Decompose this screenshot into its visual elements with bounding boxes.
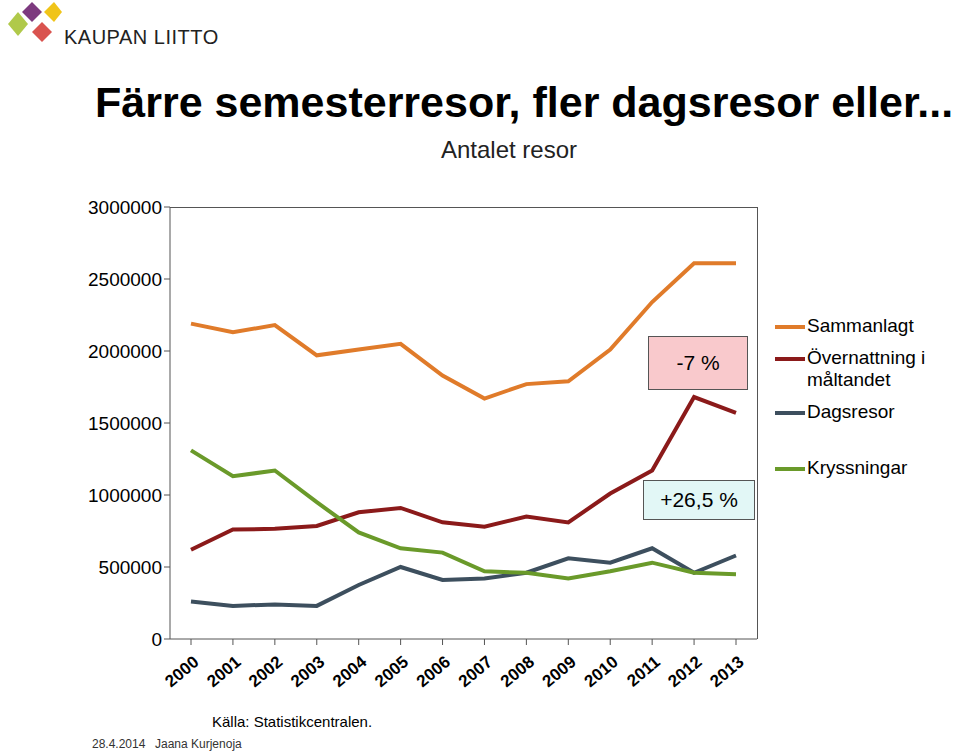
- svg-text:2009: 2009: [539, 652, 580, 691]
- html-text:Antalet resor: Antalet resor: [441, 136, 577, 163]
- html-text:Källa: Statistikcentralen.: Källa: Statistikcentralen.: [212, 713, 373, 730]
- svg-text:0: 0: [151, 629, 162, 650]
- svg-text:2000: 2000: [161, 652, 202, 691]
- svg-text:3000000: 3000000: [88, 197, 162, 218]
- html-text:-7 %: -7 %: [676, 351, 720, 374]
- svg-text:2001: 2001: [203, 652, 244, 691]
- svg-text:2006: 2006: [413, 652, 454, 691]
- svg-text:2005: 2005: [371, 652, 412, 691]
- svg-text:500000: 500000: [99, 557, 162, 578]
- svg-text:2008: 2008: [497, 652, 538, 691]
- svg-text:1500000: 1500000: [88, 413, 162, 434]
- svg-text:2011: 2011: [623, 652, 663, 690]
- svg-text:2500000: 2500000: [88, 269, 162, 290]
- svg-text:2002: 2002: [245, 652, 286, 691]
- svg-text:2010: 2010: [581, 652, 622, 691]
- svg-text:2000000: 2000000: [88, 341, 162, 362]
- svg-text:2003: 2003: [287, 652, 328, 691]
- svg-text:2013: 2013: [706, 652, 747, 691]
- svg-text:2004: 2004: [329, 652, 371, 691]
- svg-text:1000000: 1000000: [88, 485, 162, 506]
- html-text:+26,5 %: +26,5 %: [660, 488, 738, 511]
- html-text:Dagsresor: Dagsresor: [807, 401, 895, 422]
- html-text:Jaana Kurjenoja: Jaana Kurjenoja: [155, 737, 242, 751]
- html-text:Kryssningar: Kryssningar: [807, 457, 908, 478]
- svg-text:2007: 2007: [455, 652, 496, 691]
- html-text:28.4.2014: 28.4.2014: [92, 737, 146, 751]
- svg-text:2012: 2012: [664, 652, 705, 691]
- html-text:KAUPAN LIITTO: KAUPAN LIITTO: [64, 26, 219, 48]
- html-text:Sammanlagt: Sammanlagt: [807, 315, 914, 336]
- html-text:Färre semesterresor, fler dags: Färre semesterresor, fler dagsresor elle…: [95, 78, 954, 126]
- html-text:Övernattning i måltandet: Övernattning i måltandet: [807, 347, 926, 390]
